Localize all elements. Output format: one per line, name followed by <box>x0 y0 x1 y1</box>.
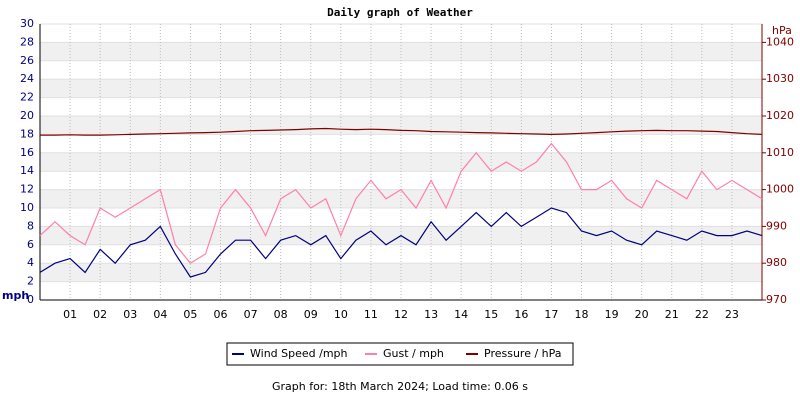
x-tick-label: 02 <box>93 308 107 321</box>
x-tick-label: 07 <box>244 308 258 321</box>
y-axis-label: mph <box>2 289 29 302</box>
x-tick-label: 09 <box>304 308 318 321</box>
x-tick-label: 15 <box>484 308 498 321</box>
legend-label: Pressure / hPa <box>484 347 562 360</box>
x-tick-label: 06 <box>214 308 228 321</box>
x-tick-label: 11 <box>364 308 378 321</box>
series-line <box>39 207 763 278</box>
grid-band <box>40 116 762 135</box>
y2-tick-label: 1010 <box>766 146 794 159</box>
y2-tick-label: 980 <box>766 256 787 269</box>
y2-tick-label: 990 <box>766 219 787 232</box>
x-tick-label: 01 <box>63 308 77 321</box>
series-line <box>40 127 763 136</box>
y2-tick-label: 1000 <box>766 183 794 196</box>
legend-label: Wind Speed /mph <box>250 347 348 360</box>
y-tick-label: 4 <box>27 256 34 269</box>
legend-box <box>226 342 574 366</box>
x-tick-label: 08 <box>274 308 288 321</box>
y-tick-label: 28 <box>20 35 34 48</box>
x-tick-label: 13 <box>424 308 438 321</box>
y-tick-label: 26 <box>20 54 34 67</box>
x-tick-label: 10 <box>334 308 348 321</box>
y-tick-label: 2 <box>27 275 34 288</box>
x-tick-label: 12 <box>394 308 408 321</box>
y-tick-label: 18 <box>20 127 34 140</box>
x-tick-label: 04 <box>153 308 167 321</box>
y2-tick-label: 1030 <box>766 72 794 85</box>
y-tick-label: 10 <box>20 201 34 214</box>
y2-axis-label: hPa <box>772 24 792 37</box>
x-tick-label: 17 <box>544 308 558 321</box>
grid-band <box>40 263 762 282</box>
x-tick-label: 23 <box>725 308 739 321</box>
x-tick-label: 21 <box>665 308 679 321</box>
x-tick-label: 05 <box>183 308 197 321</box>
caption: Graph for: 18th March 2024; Load time: 0… <box>272 380 528 393</box>
x-tick-label: 19 <box>605 308 619 321</box>
y-tick-label: 30 <box>20 17 34 30</box>
chart-title: Daily graph of Weather <box>327 6 473 19</box>
y-tick-label: 14 <box>20 164 34 177</box>
y-tick-label: 20 <box>20 109 34 122</box>
x-tick-label: 18 <box>575 308 589 321</box>
y2-tick-label: 1020 <box>766 109 794 122</box>
y-tick-label: 22 <box>20 91 34 104</box>
y-tick-label: 12 <box>20 183 34 196</box>
x-tick-label: 20 <box>635 308 649 321</box>
y2-tick-label: 1040 <box>766 35 794 48</box>
y2-tick-label: 970 <box>766 293 787 306</box>
x-tick-label: 03 <box>123 308 137 321</box>
legend-label: Gust / mph <box>383 347 444 360</box>
y-tick-label: 24 <box>20 72 34 85</box>
x-tick-label: 16 <box>514 308 528 321</box>
y-tick-label: 0 <box>27 293 34 306</box>
y-tick-label: 8 <box>27 219 34 232</box>
x-tick-label: 14 <box>454 308 468 321</box>
x-tick-label: 22 <box>695 308 709 321</box>
y-tick-label: 6 <box>27 238 34 251</box>
series-line <box>39 142 763 264</box>
y-tick-label: 16 <box>20 146 34 159</box>
